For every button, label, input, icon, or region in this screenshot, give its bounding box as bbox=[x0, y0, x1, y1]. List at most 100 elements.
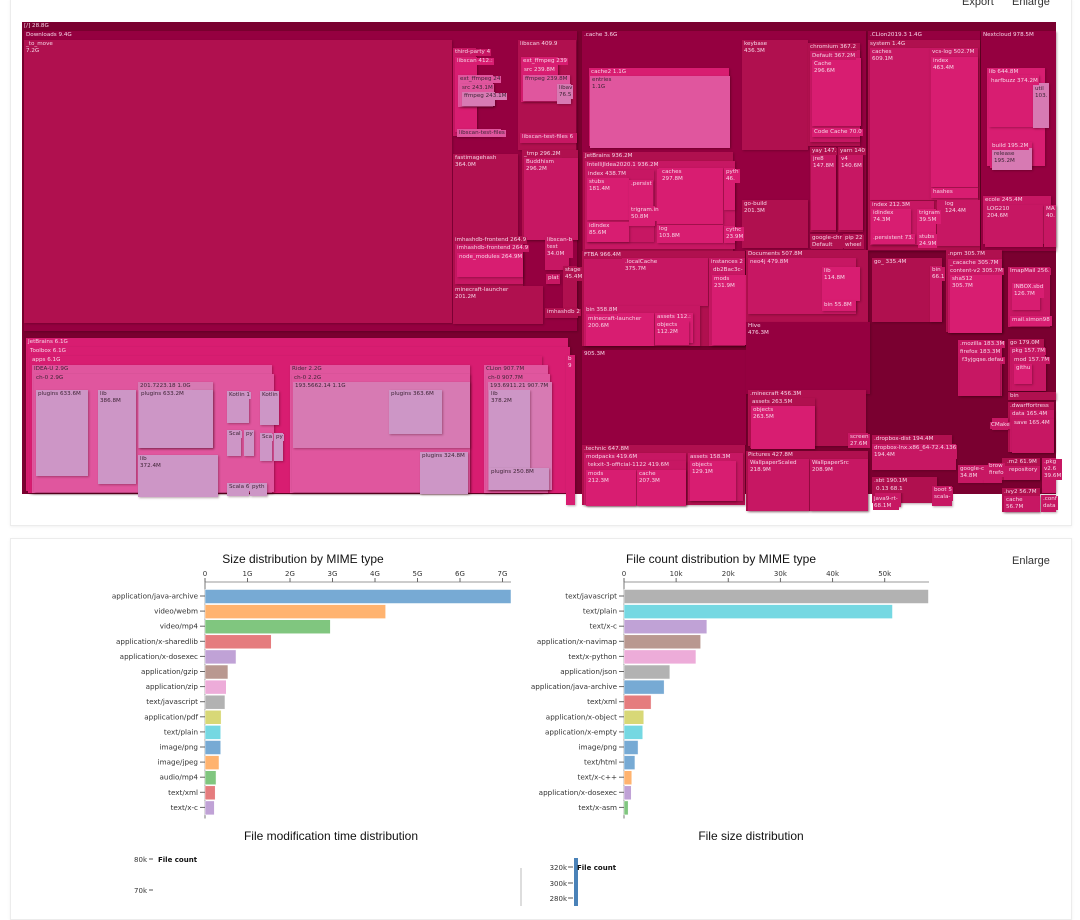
y-tick-label: application/java-archive bbox=[112, 592, 199, 601]
treemap-node[interactable] bbox=[582, 350, 746, 445]
treemap-node-label: Cache 296.6M bbox=[813, 61, 836, 75]
bar bbox=[623, 619, 708, 634]
treemap-node-label: 905.3M bbox=[583, 351, 606, 358]
treemap-node[interactable] bbox=[260, 391, 279, 425]
treemap-node-label: ch-0 907.7M bbox=[487, 375, 524, 382]
treemap-node[interactable] bbox=[931, 188, 978, 198]
treemap-node-label: stage 45.4M bbox=[564, 267, 584, 281]
treemap-node-label: .m2 61.9M bbox=[1006, 459, 1038, 466]
treemap-node-label: _tmp 296.2M bbox=[523, 151, 562, 158]
bar bbox=[623, 725, 644, 740]
treemap-node-label: tekxit-3-official-1122 419.6M bbox=[587, 462, 670, 469]
treemap-node-label: apps 6.1G bbox=[31, 357, 62, 364]
treemap-node-label: plugins 324.8M bbox=[421, 453, 466, 460]
treemap-node-label: entries 1.1G bbox=[591, 77, 613, 91]
x-tick-label: 30k bbox=[774, 570, 788, 578]
treemap-node-label: build 195.2M bbox=[991, 143, 1030, 150]
treemap-node-label: assets 112.: bbox=[656, 314, 692, 321]
bar bbox=[623, 710, 645, 725]
treemap-node[interactable] bbox=[1008, 392, 1056, 400]
treemap-node-label: Documents 507.8M bbox=[747, 251, 804, 258]
bar bbox=[204, 604, 386, 619]
x-tick-label: 1G bbox=[243, 570, 253, 578]
treemap-node-label: libscan 409.9 bbox=[519, 41, 559, 48]
y-tick-label: application/x-navimap bbox=[537, 637, 618, 646]
treemap-node-label: IDEA-U 2.9G bbox=[33, 366, 70, 373]
bar bbox=[204, 679, 227, 695]
bar bbox=[623, 785, 632, 801]
treemap-node-label: .npm 305.7M bbox=[947, 251, 986, 258]
treemap-node-label: ImapMail 256. bbox=[1009, 268, 1051, 275]
treemap-node-label: .technic 647.8M bbox=[583, 446, 630, 453]
treemap-node-label: src 243.1M bbox=[461, 85, 494, 92]
x-tick-label: 6G bbox=[455, 570, 465, 578]
treemap-node-label: 0.13 68.1 bbox=[875, 486, 904, 493]
y-tick-label: text/html bbox=[584, 758, 617, 767]
treemap-node-label: bin 358.8M bbox=[585, 307, 619, 314]
x-tick-label: 20k bbox=[722, 570, 736, 578]
treemap-node-label: objects 129.1M bbox=[691, 462, 714, 476]
treemap-node-label: yarn 140 bbox=[839, 148, 866, 155]
treemap-node-label: plugins 363.6M bbox=[390, 391, 435, 398]
treemap-node[interactable] bbox=[742, 40, 808, 150]
treemap-node[interactable] bbox=[274, 433, 283, 461]
bar bbox=[623, 679, 665, 695]
treemap-node-label: go_ 335.4M bbox=[873, 259, 908, 266]
treemap-node-label: githu bbox=[1015, 365, 1032, 372]
treemap-node-label: google-chr Default bbox=[811, 235, 843, 249]
enlarge-charts-button[interactable]: Enlarge bbox=[1012, 555, 1050, 567]
bar bbox=[204, 634, 272, 650]
x-tick-label: 2G bbox=[285, 570, 295, 578]
x-tick-label: 10k bbox=[670, 570, 684, 578]
treemap-node-label: minecraft-launcher 201.2M bbox=[454, 287, 510, 301]
export-button[interactable]: Export bbox=[962, 0, 994, 8]
y-tick-label: application/zip bbox=[146, 682, 199, 691]
treemap-node-label: stubs 181.4M bbox=[588, 179, 611, 193]
treemap-node-label: .dropbox-dist 194.4M bbox=[873, 436, 935, 443]
treemap-node-label: Kotlin bbox=[261, 392, 279, 399]
mtime-chart: 80k File count 70k bbox=[134, 856, 198, 895]
treemap-node-label: libscan-test-files bbox=[458, 130, 506, 137]
treemap-node-label: repository bbox=[1008, 467, 1039, 474]
count-chart-title: File count distribution by MIME type bbox=[625, 552, 817, 566]
y-tick-label: text/x-c bbox=[171, 803, 198, 812]
treemap-node[interactable] bbox=[724, 168, 735, 210]
treemap-node-label: 193.5662.14 1.1G bbox=[294, 383, 347, 390]
y-tick-label: application/x-dosexec bbox=[120, 652, 198, 661]
treemap-node-label: .ivy2 56.7M bbox=[1003, 489, 1038, 496]
treemap-node-label: mail.simon98 bbox=[1011, 317, 1051, 324]
treemap-node[interactable] bbox=[566, 355, 575, 505]
y-tick-label: application/gzip bbox=[141, 667, 198, 676]
bar bbox=[623, 694, 652, 710]
treemap-node-label: assets 263.5M bbox=[751, 399, 794, 406]
treemap-node-label: Nextcloud 978.5M bbox=[982, 32, 1035, 39]
treemap-node[interactable] bbox=[36, 390, 88, 476]
treemap-node-label: bin bbox=[1009, 393, 1020, 400]
treemap-node-label: f3yjgqse.defau bbox=[961, 357, 1005, 364]
treemap-node[interactable] bbox=[24, 40, 452, 323]
treemap-node[interactable] bbox=[590, 76, 730, 148]
treemap-node-label: idindex 74.3M bbox=[872, 210, 895, 224]
bar bbox=[204, 800, 215, 816]
treemap-node[interactable] bbox=[931, 57, 978, 187]
treemap-node[interactable] bbox=[870, 48, 930, 200]
treemap-node-label: assets 158.3M bbox=[689, 454, 732, 461]
treemap-node-label: JetBrains 936.2M bbox=[584, 153, 634, 160]
treemap-node-label: py bbox=[275, 434, 284, 441]
bar bbox=[623, 740, 639, 755]
x-tick-label: 0 bbox=[203, 570, 207, 578]
treemap-node-label: .minecraft 456.3M bbox=[749, 391, 803, 398]
y-tick-label: text/javascript bbox=[146, 697, 198, 706]
bar bbox=[623, 649, 697, 665]
treemap-node[interactable] bbox=[98, 390, 136, 484]
treemap-node-label: cache 207.3M bbox=[638, 471, 661, 485]
treemap-node-label: boot 5 scala- bbox=[933, 487, 953, 501]
treemap-node[interactable] bbox=[139, 390, 213, 448]
bar bbox=[623, 634, 701, 650]
treemap-node-label: lib 114.8M bbox=[823, 268, 846, 282]
treemap-node[interactable] bbox=[227, 391, 249, 423]
treemap-node-label: cache2 1.1G bbox=[590, 69, 628, 76]
treemap-node[interactable] bbox=[244, 430, 254, 456]
treemap-node-label: plat bbox=[547, 275, 560, 282]
enlarge-treemap-button[interactable]: Enlarge bbox=[1012, 0, 1050, 8]
